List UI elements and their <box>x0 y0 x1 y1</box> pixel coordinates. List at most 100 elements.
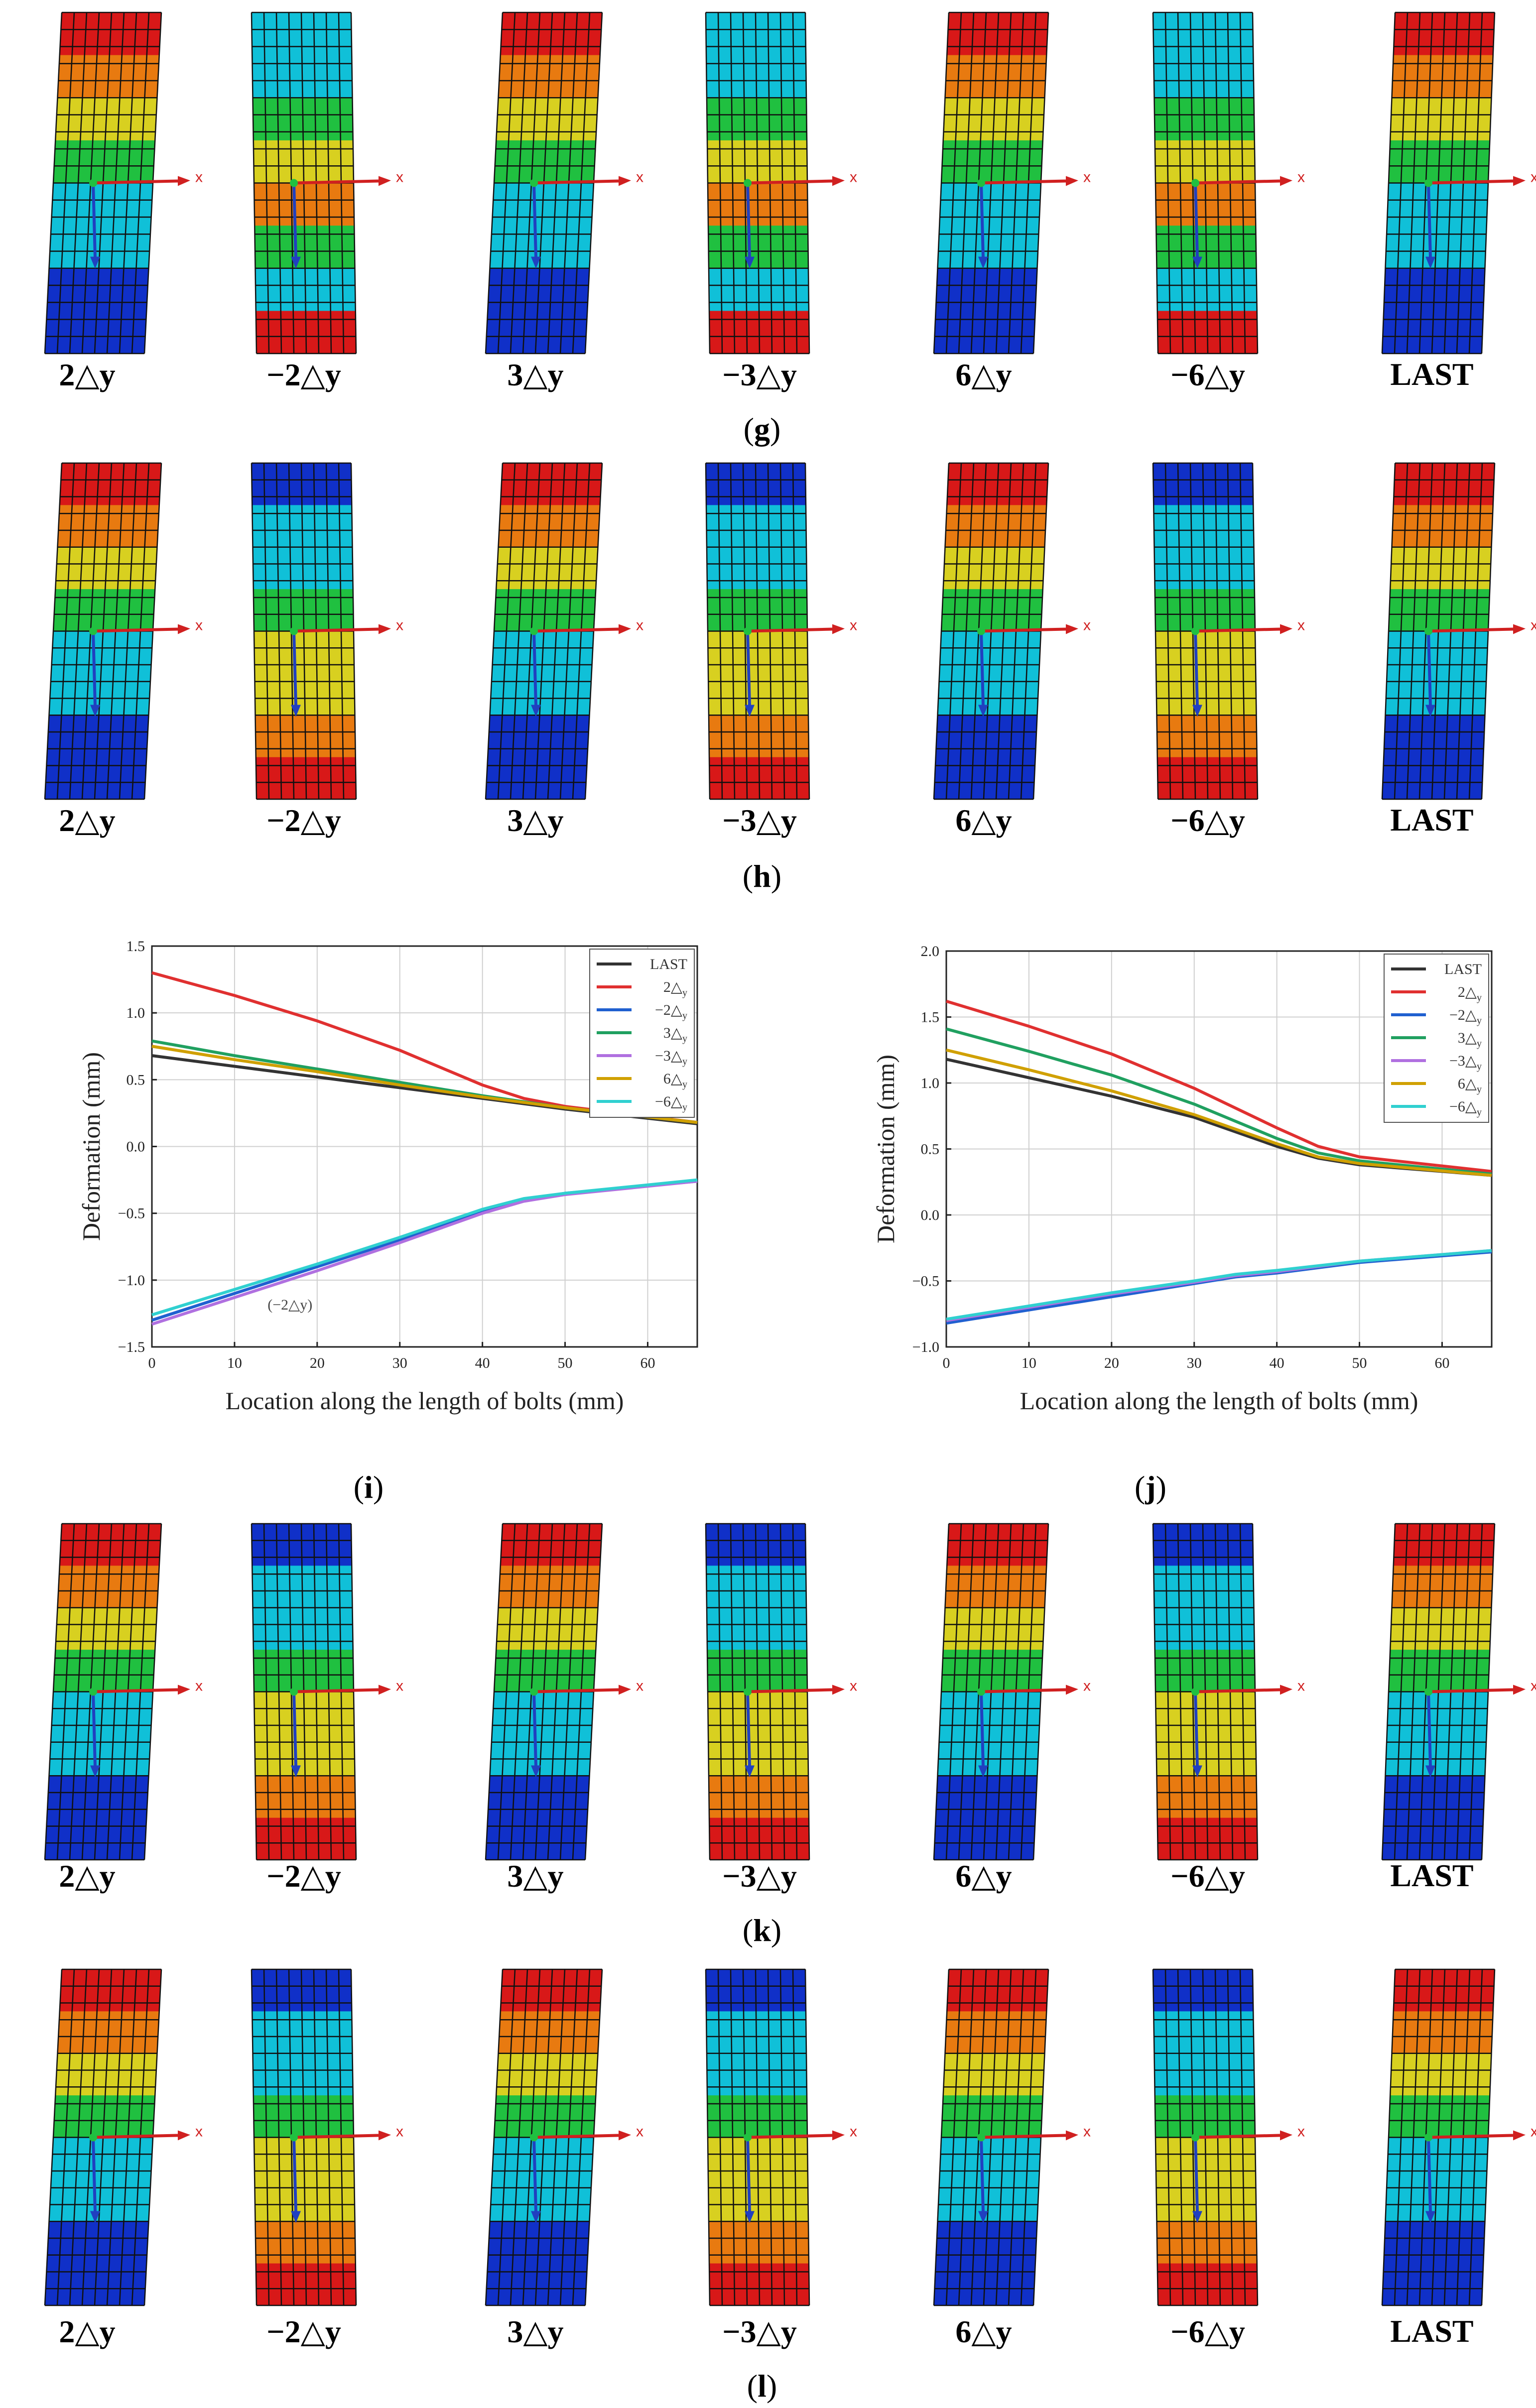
origin-node <box>290 627 298 635</box>
x-tick-label: 20 <box>310 1355 325 1371</box>
bolt-model: x <box>1152 11 1305 355</box>
bolt-model: x <box>1381 1968 1536 2306</box>
origin-node <box>744 1687 752 1696</box>
legend-label: −2△y <box>1449 1007 1482 1026</box>
y-axis-arrowhead <box>745 1765 755 1778</box>
x-axis-label: x <box>1531 2124 1536 2140</box>
y-tick-label: 1.0 <box>127 1005 145 1021</box>
y-axis-arrow <box>980 183 985 258</box>
mesh-grid <box>933 1968 1049 2306</box>
column-label: 3△y <box>507 357 564 392</box>
y-tick-label: 0.5 <box>921 1141 940 1158</box>
y-axis-arrow <box>980 631 985 706</box>
column-label: −6△y <box>1170 2314 1245 2349</box>
x-axis-label: x <box>1531 169 1536 186</box>
annotation: (−2△y) <box>267 1297 312 1313</box>
x-axis-arrow <box>981 627 1066 633</box>
y-axis-arrowhead <box>1425 256 1435 269</box>
bolt-model: x <box>44 11 203 355</box>
series-line <box>946 1249 1492 1321</box>
legend-subscript: y <box>682 1010 687 1021</box>
y-axis-arrowhead <box>1192 1765 1202 1778</box>
bolt-model: x <box>705 11 857 355</box>
series-line <box>151 1045 698 1124</box>
y-axis-arrowhead <box>1192 705 1202 717</box>
origin-node <box>744 2133 752 2142</box>
x-axis-label: x <box>1297 169 1305 186</box>
x-axis-arrowhead <box>379 2130 391 2141</box>
legend-subscript: y <box>682 1102 687 1113</box>
origin-node <box>1424 2133 1432 2142</box>
x-axis-arrowhead <box>1513 624 1526 634</box>
y-axis-arrowhead <box>291 1765 301 1778</box>
bolt-model: x <box>933 1968 1091 2306</box>
x-axis-arrow <box>533 1688 619 1693</box>
column-label: −3△y <box>722 803 797 838</box>
x-axis-arrowhead <box>178 624 190 634</box>
legend-label: −6△y <box>1449 1098 1482 1118</box>
y-tick-label: 0.0 <box>127 1139 145 1155</box>
x-tick-label: 0 <box>148 1355 156 1371</box>
y-axis-arrow <box>92 2137 97 2212</box>
series-line <box>151 1178 698 1317</box>
x-axis-label: x <box>1083 169 1091 186</box>
series-line <box>946 1027 1492 1176</box>
column-label: −6△y <box>1170 357 1245 392</box>
y-tick-label: 1.5 <box>127 938 145 955</box>
deformation-chart-j: 0 10 20 30 40 50 60 −1.0 −0.5 0.0 0.5 1.0 1.5 2.0 Loca… <box>872 943 1493 1415</box>
series-line <box>946 1048 1492 1177</box>
column-label: 6△y <box>955 357 1012 392</box>
column-label: 2△y <box>59 2314 116 2349</box>
y-axis-arrowhead <box>291 2211 301 2223</box>
x-axis-label: x <box>195 617 203 634</box>
x-axis-arrow <box>93 1688 178 1693</box>
origin-node <box>530 2133 538 2142</box>
origin-node <box>744 179 752 187</box>
legend-subscript: y <box>1477 992 1482 1003</box>
column-label: −2△y <box>266 1858 341 1894</box>
y-axis-arrow <box>1427 1691 1432 1767</box>
origin-node <box>977 179 985 187</box>
y-tick-label: 1.0 <box>921 1075 940 1091</box>
y-axis-title: Deformation (mm) <box>77 1052 105 1241</box>
panel-label-i: (i) <box>353 1469 384 1505</box>
y-axis-arrow <box>1427 183 1432 258</box>
y-axis-arrowhead <box>531 705 541 717</box>
legend-subscript: y <box>1477 1061 1482 1072</box>
y-axis-arrow <box>746 1691 751 1767</box>
y-axis-arrow <box>1194 631 1199 706</box>
x-axis-label: x <box>195 169 203 186</box>
x-axis-arrowhead <box>1066 176 1078 186</box>
panel-letter: h <box>753 858 771 894</box>
x-tick-label: 60 <box>1434 1355 1449 1371</box>
y-axis-arrowhead <box>90 256 100 269</box>
y-axis-arrowhead <box>90 2211 100 2223</box>
x-axis-label: x <box>1297 2124 1305 2140</box>
x-axis-arrowhead <box>619 1685 631 1695</box>
column-label: −3△y <box>722 1858 797 1894</box>
bolt-model: x <box>933 462 1091 800</box>
x-tick-label: 10 <box>1022 1355 1036 1371</box>
y-axis-arrow <box>532 2137 537 2212</box>
x-tick-label: 20 <box>1104 1355 1119 1371</box>
legend-label: LAST <box>1444 961 1482 977</box>
x-axis-arrowhead <box>178 2130 190 2141</box>
column-label: −3△y <box>722 357 797 392</box>
x-axis-arrowhead <box>1280 176 1292 186</box>
origin-node <box>1424 179 1432 187</box>
column-label: LAST <box>1390 2313 1474 2349</box>
panel-letter: i <box>364 1469 373 1505</box>
column-label: LAST <box>1390 357 1474 392</box>
y-axis-arrowhead <box>1192 2211 1202 2223</box>
x-axis-arrowhead <box>619 176 631 186</box>
column-label: 2△y <box>59 1858 116 1894</box>
x-axis-arrow <box>93 179 178 185</box>
x-axis-arrowhead <box>1280 2130 1292 2141</box>
column-label: 3△y <box>507 803 564 838</box>
x-axis-arrowhead <box>1066 624 1078 634</box>
